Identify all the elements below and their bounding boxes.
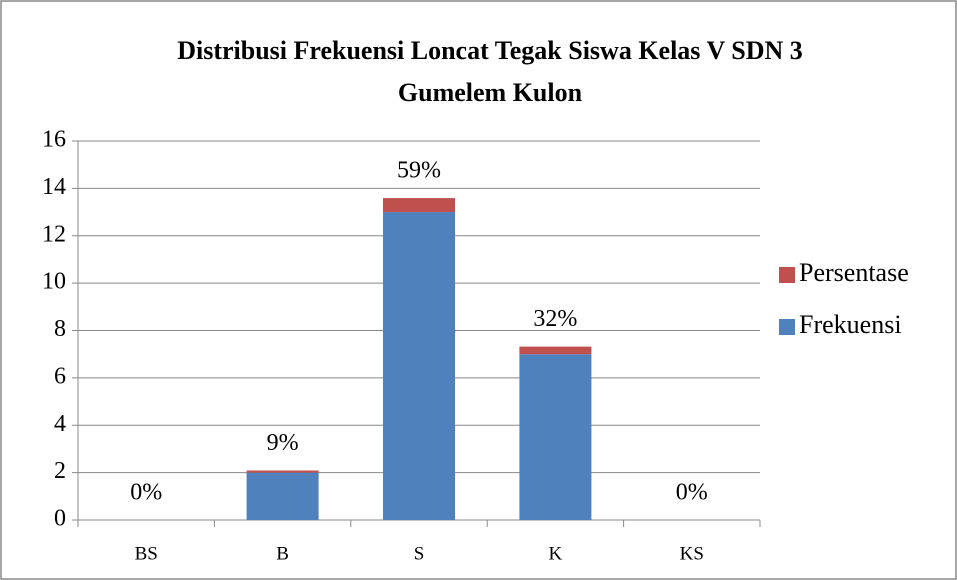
y-tick-label: 10 (42, 269, 66, 295)
bar-segment (519, 346, 592, 355)
legend-label: Persentase (799, 258, 909, 287)
data-label: 9% (267, 430, 299, 456)
legend-label: Frekuensi (799, 310, 902, 339)
data-label: 0% (676, 480, 708, 506)
chart-title: Distribusi Frekuensi Loncat Tegak Siswa … (177, 36, 803, 107)
bar-segment (383, 212, 455, 520)
legend-swatch (779, 267, 795, 283)
y-tick-label: 8 (54, 316, 66, 342)
bar-segment (246, 472, 319, 520)
bar-segment (519, 354, 592, 520)
y-tick-label: 6 (54, 363, 66, 389)
bar-segment (246, 470, 319, 473)
data-label: 0% (130, 480, 162, 506)
legend-swatch (779, 319, 795, 335)
data-label: 32% (533, 306, 577, 332)
y-tick-label: 2 (54, 458, 66, 484)
y-tick-label: 0 (54, 506, 66, 532)
x-tick-label: BS (135, 543, 158, 564)
y-tick-label: 16 (42, 127, 66, 153)
y-tick-label: 14 (42, 174, 66, 200)
x-tick-label: B (276, 543, 289, 564)
x-tick-label: K (549, 543, 563, 564)
x-tick-label: S (414, 543, 425, 564)
y-tick-label: 12 (42, 221, 66, 247)
bar-segment (383, 198, 455, 213)
data-label: 59% (397, 158, 441, 184)
y-tick-label: 4 (54, 411, 66, 437)
x-tick-label: KS (680, 543, 704, 564)
